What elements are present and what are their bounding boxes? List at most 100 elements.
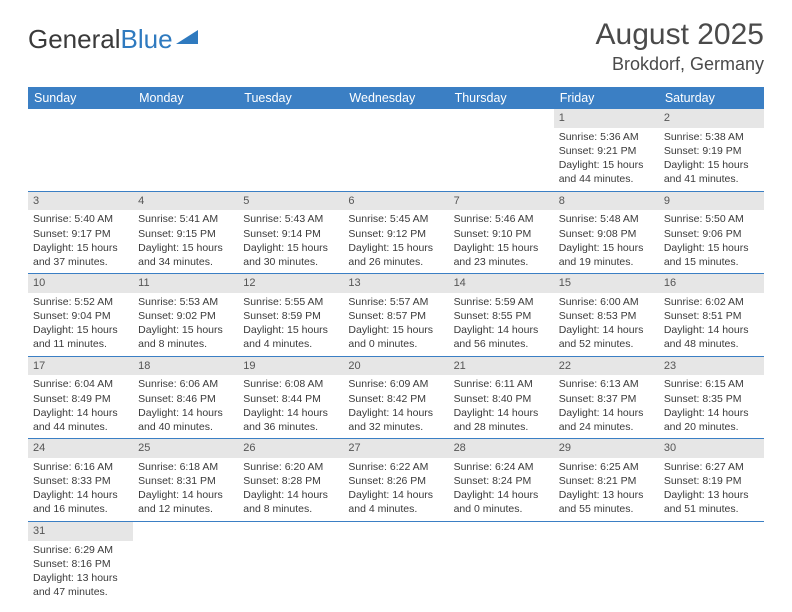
day-cell: 13Sunrise: 5:57 AMSunset: 8:57 PMDayligh… — [343, 274, 448, 356]
day-cell: 19Sunrise: 6:08 AMSunset: 8:44 PMDayligh… — [238, 357, 343, 439]
day-number: 7 — [449, 192, 554, 211]
location-label: Brokdorf, Germany — [596, 54, 764, 75]
day-number: 12 — [238, 274, 343, 293]
weekday-label: Tuesday — [238, 87, 343, 109]
day-detail-line: and 32 minutes. — [348, 420, 443, 434]
weekday-label: Sunday — [28, 87, 133, 109]
day-detail-line: Daylight: 14 hours — [348, 406, 443, 420]
weekday-header: Sunday Monday Tuesday Wednesday Thursday… — [28, 87, 764, 109]
day-detail-line: Sunrise: 5:53 AM — [138, 295, 233, 309]
day-detail-line: and 11 minutes. — [33, 337, 128, 351]
day-number: 16 — [659, 274, 764, 293]
day-detail-line: Daylight: 15 hours — [454, 241, 549, 255]
day-number: 1 — [554, 109, 659, 128]
day-detail-line: Daylight: 15 hours — [33, 323, 128, 337]
day-detail-line: and 37 minutes. — [33, 255, 128, 269]
day-cell: 22Sunrise: 6:13 AMSunset: 8:37 PMDayligh… — [554, 357, 659, 439]
logo-text-1: General — [28, 24, 121, 55]
page-header: GeneralBlue August 2025 Brokdorf, German… — [0, 0, 792, 83]
day-number: 15 — [554, 274, 659, 293]
month-title: August 2025 — [596, 18, 764, 52]
day-number: 2 — [659, 109, 764, 128]
day-detail-line: Sunrise: 5:43 AM — [243, 212, 338, 226]
day-detail-line: Sunset: 8:33 PM — [33, 474, 128, 488]
day-detail-line: Daylight: 13 hours — [559, 488, 654, 502]
day-detail-line: Daylight: 14 hours — [243, 406, 338, 420]
day-detail-line: Sunrise: 5:55 AM — [243, 295, 338, 309]
day-detail-line: and 23 minutes. — [454, 255, 549, 269]
day-detail-line: Daylight: 15 hours — [559, 158, 654, 172]
day-detail-line: Sunset: 8:49 PM — [33, 392, 128, 406]
day-detail-line: and 28 minutes. — [454, 420, 549, 434]
day-detail-line: Daylight: 15 hours — [348, 323, 443, 337]
day-detail-line: Daylight: 15 hours — [348, 241, 443, 255]
day-detail-line: and 4 minutes. — [348, 502, 443, 516]
title-block: August 2025 Brokdorf, Germany — [596, 18, 764, 75]
day-detail-line: and 56 minutes. — [454, 337, 549, 351]
day-detail-line: and 44 minutes. — [559, 172, 654, 186]
day-detail-line: Daylight: 15 hours — [138, 323, 233, 337]
day-detail-line: Sunset: 8:55 PM — [454, 309, 549, 323]
day-detail-line: Sunrise: 6:24 AM — [454, 460, 549, 474]
day-number: 6 — [343, 192, 448, 211]
day-number: 27 — [343, 439, 448, 458]
day-cell: 26Sunrise: 6:20 AMSunset: 8:28 PMDayligh… — [238, 439, 343, 521]
day-detail-line: Daylight: 14 hours — [664, 323, 759, 337]
day-detail-line: Daylight: 14 hours — [243, 488, 338, 502]
day-detail-line: Sunset: 8:51 PM — [664, 309, 759, 323]
day-detail-line: Daylight: 13 hours — [33, 571, 128, 585]
day-detail-line: and 40 minutes. — [138, 420, 233, 434]
day-detail-line: Daylight: 14 hours — [664, 406, 759, 420]
day-detail-line: and 36 minutes. — [243, 420, 338, 434]
day-number: 13 — [343, 274, 448, 293]
week-row: 10Sunrise: 5:52 AMSunset: 9:04 PMDayligh… — [28, 274, 764, 357]
day-number: 11 — [133, 274, 238, 293]
day-detail-line: Sunrise: 6:22 AM — [348, 460, 443, 474]
day-detail-line: Sunrise: 6:00 AM — [559, 295, 654, 309]
day-detail-line: Daylight: 14 hours — [33, 406, 128, 420]
day-detail-line: Sunrise: 6:04 AM — [33, 377, 128, 391]
calendar: Sunday Monday Tuesday Wednesday Thursday… — [28, 87, 764, 603]
week-row: 1Sunrise: 5:36 AMSunset: 9:21 PMDaylight… — [28, 109, 764, 192]
day-detail-line: Sunrise: 6:20 AM — [243, 460, 338, 474]
day-number: 19 — [238, 357, 343, 376]
day-number: 5 — [238, 192, 343, 211]
day-detail-line: Daylight: 15 hours — [33, 241, 128, 255]
day-number: 23 — [659, 357, 764, 376]
day-detail-line: Daylight: 15 hours — [243, 323, 338, 337]
day-detail-line: Daylight: 14 hours — [348, 488, 443, 502]
day-detail-line: Daylight: 14 hours — [33, 488, 128, 502]
day-detail-line: Sunset: 9:04 PM — [33, 309, 128, 323]
day-detail-line: and 24 minutes. — [559, 420, 654, 434]
day-cell: 16Sunrise: 6:02 AMSunset: 8:51 PMDayligh… — [659, 274, 764, 356]
day-cell: 8Sunrise: 5:48 AMSunset: 9:08 PMDaylight… — [554, 192, 659, 274]
day-cell: 30Sunrise: 6:27 AMSunset: 8:19 PMDayligh… — [659, 439, 764, 521]
day-detail-line: Sunset: 8:37 PM — [559, 392, 654, 406]
day-number: 17 — [28, 357, 133, 376]
day-cell: 28Sunrise: 6:24 AMSunset: 8:24 PMDayligh… — [449, 439, 554, 521]
day-cell: 10Sunrise: 5:52 AMSunset: 9:04 PMDayligh… — [28, 274, 133, 356]
day-detail-line: and 34 minutes. — [138, 255, 233, 269]
day-detail-line: Sunrise: 5:38 AM — [664, 130, 759, 144]
day-detail-line: Daylight: 14 hours — [454, 323, 549, 337]
day-detail-line: Sunrise: 6:29 AM — [33, 543, 128, 557]
day-detail-line: Sunset: 8:53 PM — [559, 309, 654, 323]
day-cell: 18Sunrise: 6:06 AMSunset: 8:46 PMDayligh… — [133, 357, 238, 439]
day-detail-line: Sunset: 8:31 PM — [138, 474, 233, 488]
weekday-label: Wednesday — [343, 87, 448, 109]
day-detail-line: Daylight: 14 hours — [454, 488, 549, 502]
day-cell: 9Sunrise: 5:50 AMSunset: 9:06 PMDaylight… — [659, 192, 764, 274]
day-detail-line: Sunset: 8:19 PM — [664, 474, 759, 488]
day-detail-line: and 16 minutes. — [33, 502, 128, 516]
day-cell: 20Sunrise: 6:09 AMSunset: 8:42 PMDayligh… — [343, 357, 448, 439]
day-detail-line: Daylight: 14 hours — [138, 406, 233, 420]
week-row: 3Sunrise: 5:40 AMSunset: 9:17 PMDaylight… — [28, 192, 764, 275]
day-detail-line: Sunrise: 6:18 AM — [138, 460, 233, 474]
day-detail-line: Sunrise: 6:13 AM — [559, 377, 654, 391]
weeks-container: 1Sunrise: 5:36 AMSunset: 9:21 PMDaylight… — [28, 109, 764, 603]
week-row: 24Sunrise: 6:16 AMSunset: 8:33 PMDayligh… — [28, 439, 764, 522]
day-detail-line: Daylight: 15 hours — [243, 241, 338, 255]
day-cell — [133, 109, 238, 191]
day-detail-line: Sunset: 8:44 PM — [243, 392, 338, 406]
day-cell — [28, 109, 133, 191]
